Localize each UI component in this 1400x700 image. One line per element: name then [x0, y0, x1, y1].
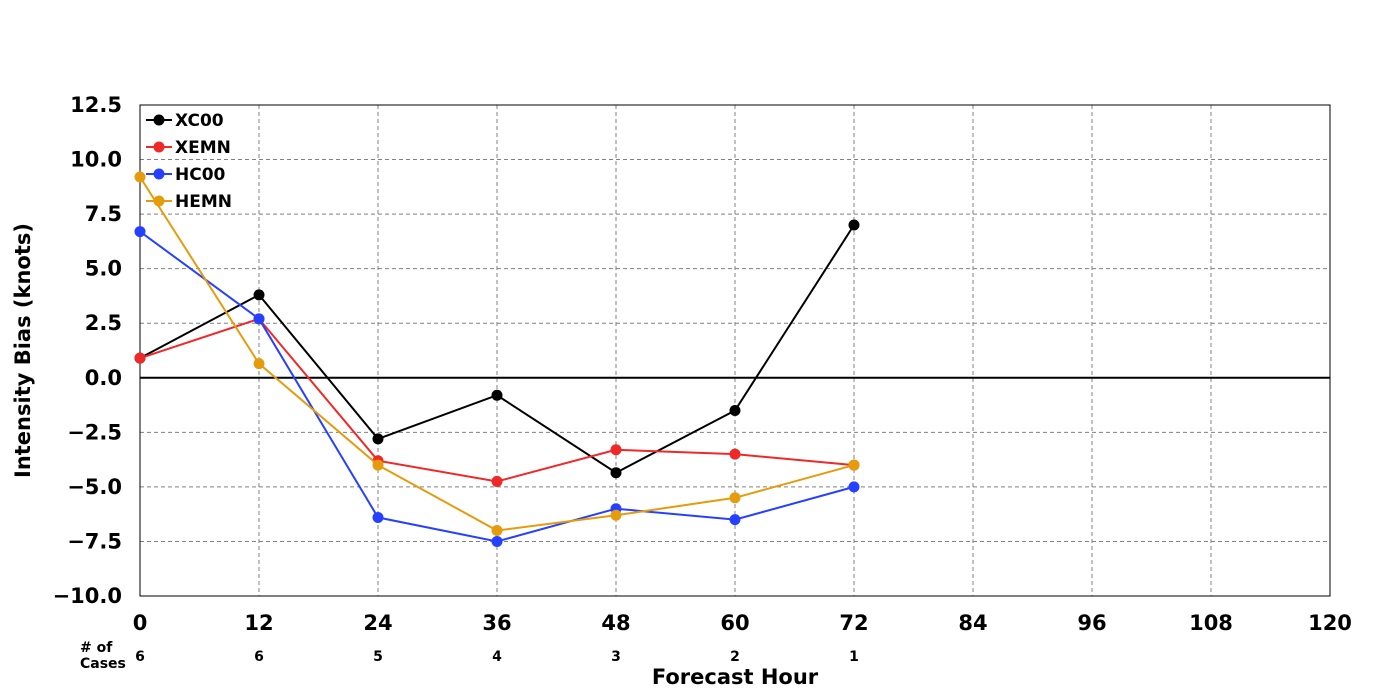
legend-marker: [153, 141, 165, 153]
data-point-xc00: [491, 389, 503, 401]
plot-frame: [139, 104, 1331, 597]
legend-label: HC00: [175, 165, 226, 185]
data-point-hc00: [134, 226, 146, 238]
case-count: 3: [611, 649, 621, 665]
data-point-xc00: [372, 433, 384, 445]
data-point-hemn: [729, 492, 741, 504]
case-count: 5: [373, 649, 383, 665]
x-tick-label: 72: [839, 611, 868, 635]
case-count: 4: [492, 649, 502, 665]
x-tick-label: 24: [363, 611, 392, 635]
data-point-xc00: [253, 289, 265, 301]
x-tick-label: 60: [720, 611, 749, 635]
legend-item-xemn: XEMN: [146, 138, 231, 158]
y-tick-label: −5.0: [67, 475, 122, 499]
data-point-xc00: [848, 219, 860, 231]
legend-label: XC00: [175, 111, 224, 131]
x-tick-label: 120: [1308, 611, 1352, 635]
case-count: 1: [849, 649, 859, 665]
y-tick-label: 5.0: [85, 257, 122, 281]
legend-item-hc00: HC00: [146, 165, 226, 185]
data-point-hc00: [491, 535, 503, 547]
x-tick-label: 0: [133, 611, 148, 635]
cases-label: # of Cases: [80, 640, 126, 672]
legend-item-hemn: HEMN: [146, 192, 232, 212]
data-point-hemn: [491, 525, 503, 537]
legend-marker: [153, 168, 165, 180]
data-point-hc00: [253, 313, 265, 325]
case-count: 2: [730, 649, 740, 665]
x-tick-label: 84: [958, 611, 987, 635]
y-tick-label: 7.5: [85, 202, 122, 226]
y-tick-label: 2.5: [85, 311, 122, 335]
data-point-hc00: [729, 514, 741, 526]
x-tick-label: 96: [1077, 611, 1106, 635]
legend: XC00 XEMN HC00 HEMN: [146, 111, 232, 212]
y-tick-labels: 12.5 10.0 7.5 5.0 2.5 0.0 −10.0 −7.5 −5.0 −2.5: [53, 93, 122, 608]
x-tick-label: 12: [244, 611, 273, 635]
data-point-hc00: [848, 481, 860, 493]
y-tick-label: −7.5: [67, 529, 122, 553]
data-point-hemn: [372, 459, 384, 471]
case-count: 6: [254, 649, 264, 665]
legend-marker: [153, 195, 165, 207]
y-axis-title: Intensity Bias (knots): [11, 223, 35, 478]
data-point-xc00: [729, 405, 741, 417]
y-tick-label: −10.0: [53, 584, 122, 608]
data-point-xemn: [134, 352, 146, 364]
y-tick-label: 0.0: [85, 366, 122, 390]
series-layer: [134, 171, 860, 547]
legend-label: XEMN: [175, 138, 231, 158]
legend-item-xc00: XC00: [146, 111, 224, 131]
data-point-xemn: [610, 444, 622, 456]
x-axis-title: Forecast Hour: [652, 665, 819, 689]
data-point-hemn: [848, 459, 860, 471]
legend-label: HEMN: [175, 192, 232, 212]
data-point-xemn: [491, 475, 503, 487]
data-point-xemn: [729, 448, 741, 460]
data-point-hemn: [134, 171, 146, 183]
y-tick-label: 10.0: [70, 148, 122, 172]
x-tick-labels: 0 12 24 36 48 60 72 84 96 108 120: [133, 611, 1352, 635]
cases-row: # of Cases 6 6 5 4 3 2 1: [80, 640, 859, 672]
data-point-xc00: [610, 467, 622, 479]
y-tick-label: 12.5: [70, 93, 122, 117]
data-point-hemn: [253, 358, 265, 370]
x-tick-label: 36: [482, 611, 511, 635]
y-tick-label: −2.5: [67, 420, 122, 444]
x-tick-label: 108: [1189, 611, 1233, 635]
x-tick-label: 48: [601, 611, 630, 635]
case-count: 6: [135, 649, 145, 665]
data-point-hemn: [610, 509, 622, 521]
legend-marker: [153, 114, 165, 126]
data-point-hc00: [372, 511, 384, 523]
